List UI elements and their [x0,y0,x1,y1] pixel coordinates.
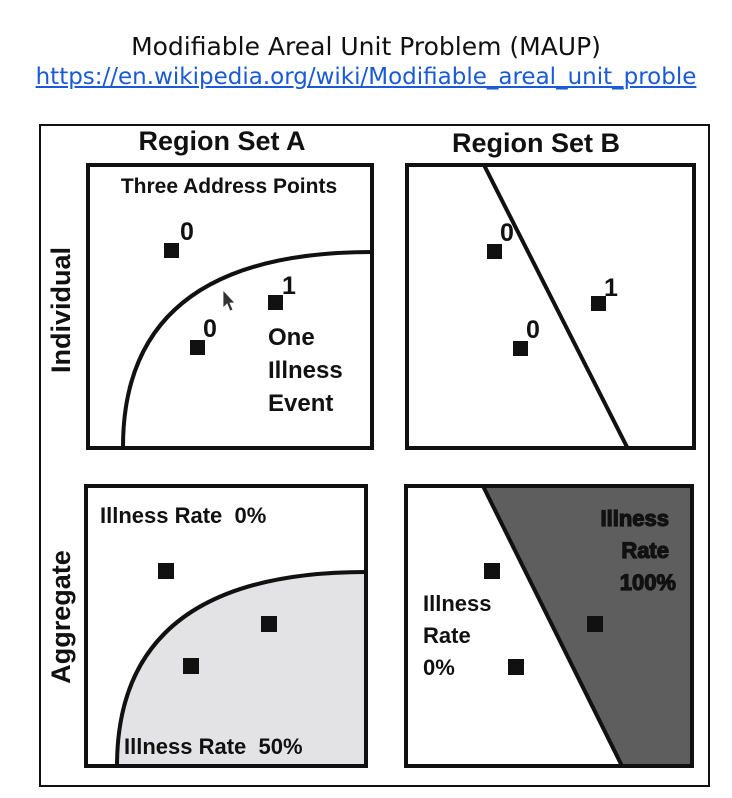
illness-rate-left-line: Illness [423,591,491,616]
point-value: 1 [282,272,296,300]
illness-rate-right-line: Rate [621,538,669,563]
point-value: 0 [526,316,540,344]
address-point [158,563,174,579]
point-value: 0 [180,218,194,246]
panel-a-aggregate: Illness Rate 0% Illness Rate 50% [84,484,368,768]
panel-border [404,484,694,768]
row-label-aggregate: Aggregate [46,550,76,684]
point-value: 0 [500,219,514,247]
panel-b-individual: 0 1 0 [405,163,696,450]
outer-frame [39,124,710,787]
address-point [487,244,502,259]
address-point [164,243,179,258]
address-point [261,616,277,632]
mouse-cursor-icon [222,288,236,312]
page-title: Modifiable Areal Unit Problem (MAUP) [131,32,601,61]
illness-rate-inside: Illness Rate 50% [124,734,303,759]
region-boundary-line [482,164,629,448]
column-header-b: Region Set B [452,128,620,158]
region-boundary-arc [115,570,367,767]
address-points-caption: Three Address Points [121,175,337,198]
point-value: 1 [604,274,618,302]
illness-rate-right-line: Illness [601,506,669,531]
row-label-individual: Individual [46,247,76,373]
panel-a-individual: Three Address Points 0 1 0 One Illness E… [86,163,374,450]
wikipedia-link[interactable]: https://en.wikipedia.org/wiki/Modifiable… [35,64,697,90]
address-point [484,563,500,579]
address-point [268,295,283,310]
address-point [508,659,524,675]
event-label-line: One [268,324,315,351]
address-point [190,340,205,355]
illness-rate-left-line: 0% [423,655,455,680]
address-point [587,616,603,632]
panel-b-aggregate: Illness Rate 0% Illness Rate 100% [404,484,694,768]
event-label-line: Event [268,390,333,417]
panel-border [84,484,368,768]
event-label-line: Illness [268,357,343,384]
address-point [183,658,199,674]
illness-rate-left-line: Rate [423,623,471,648]
address-point [513,341,528,356]
point-value: 0 [203,315,217,343]
panel-border [405,163,696,450]
region-boundary-line [481,485,624,767]
column-header-a: Region Set A [138,126,305,156]
address-point [591,296,606,311]
panel-border [86,163,374,450]
illness-rate-outside: Illness Rate 0% [100,503,266,528]
illness-rate-right-line: 100% [620,570,676,595]
region-boundary-arc [121,250,373,448]
